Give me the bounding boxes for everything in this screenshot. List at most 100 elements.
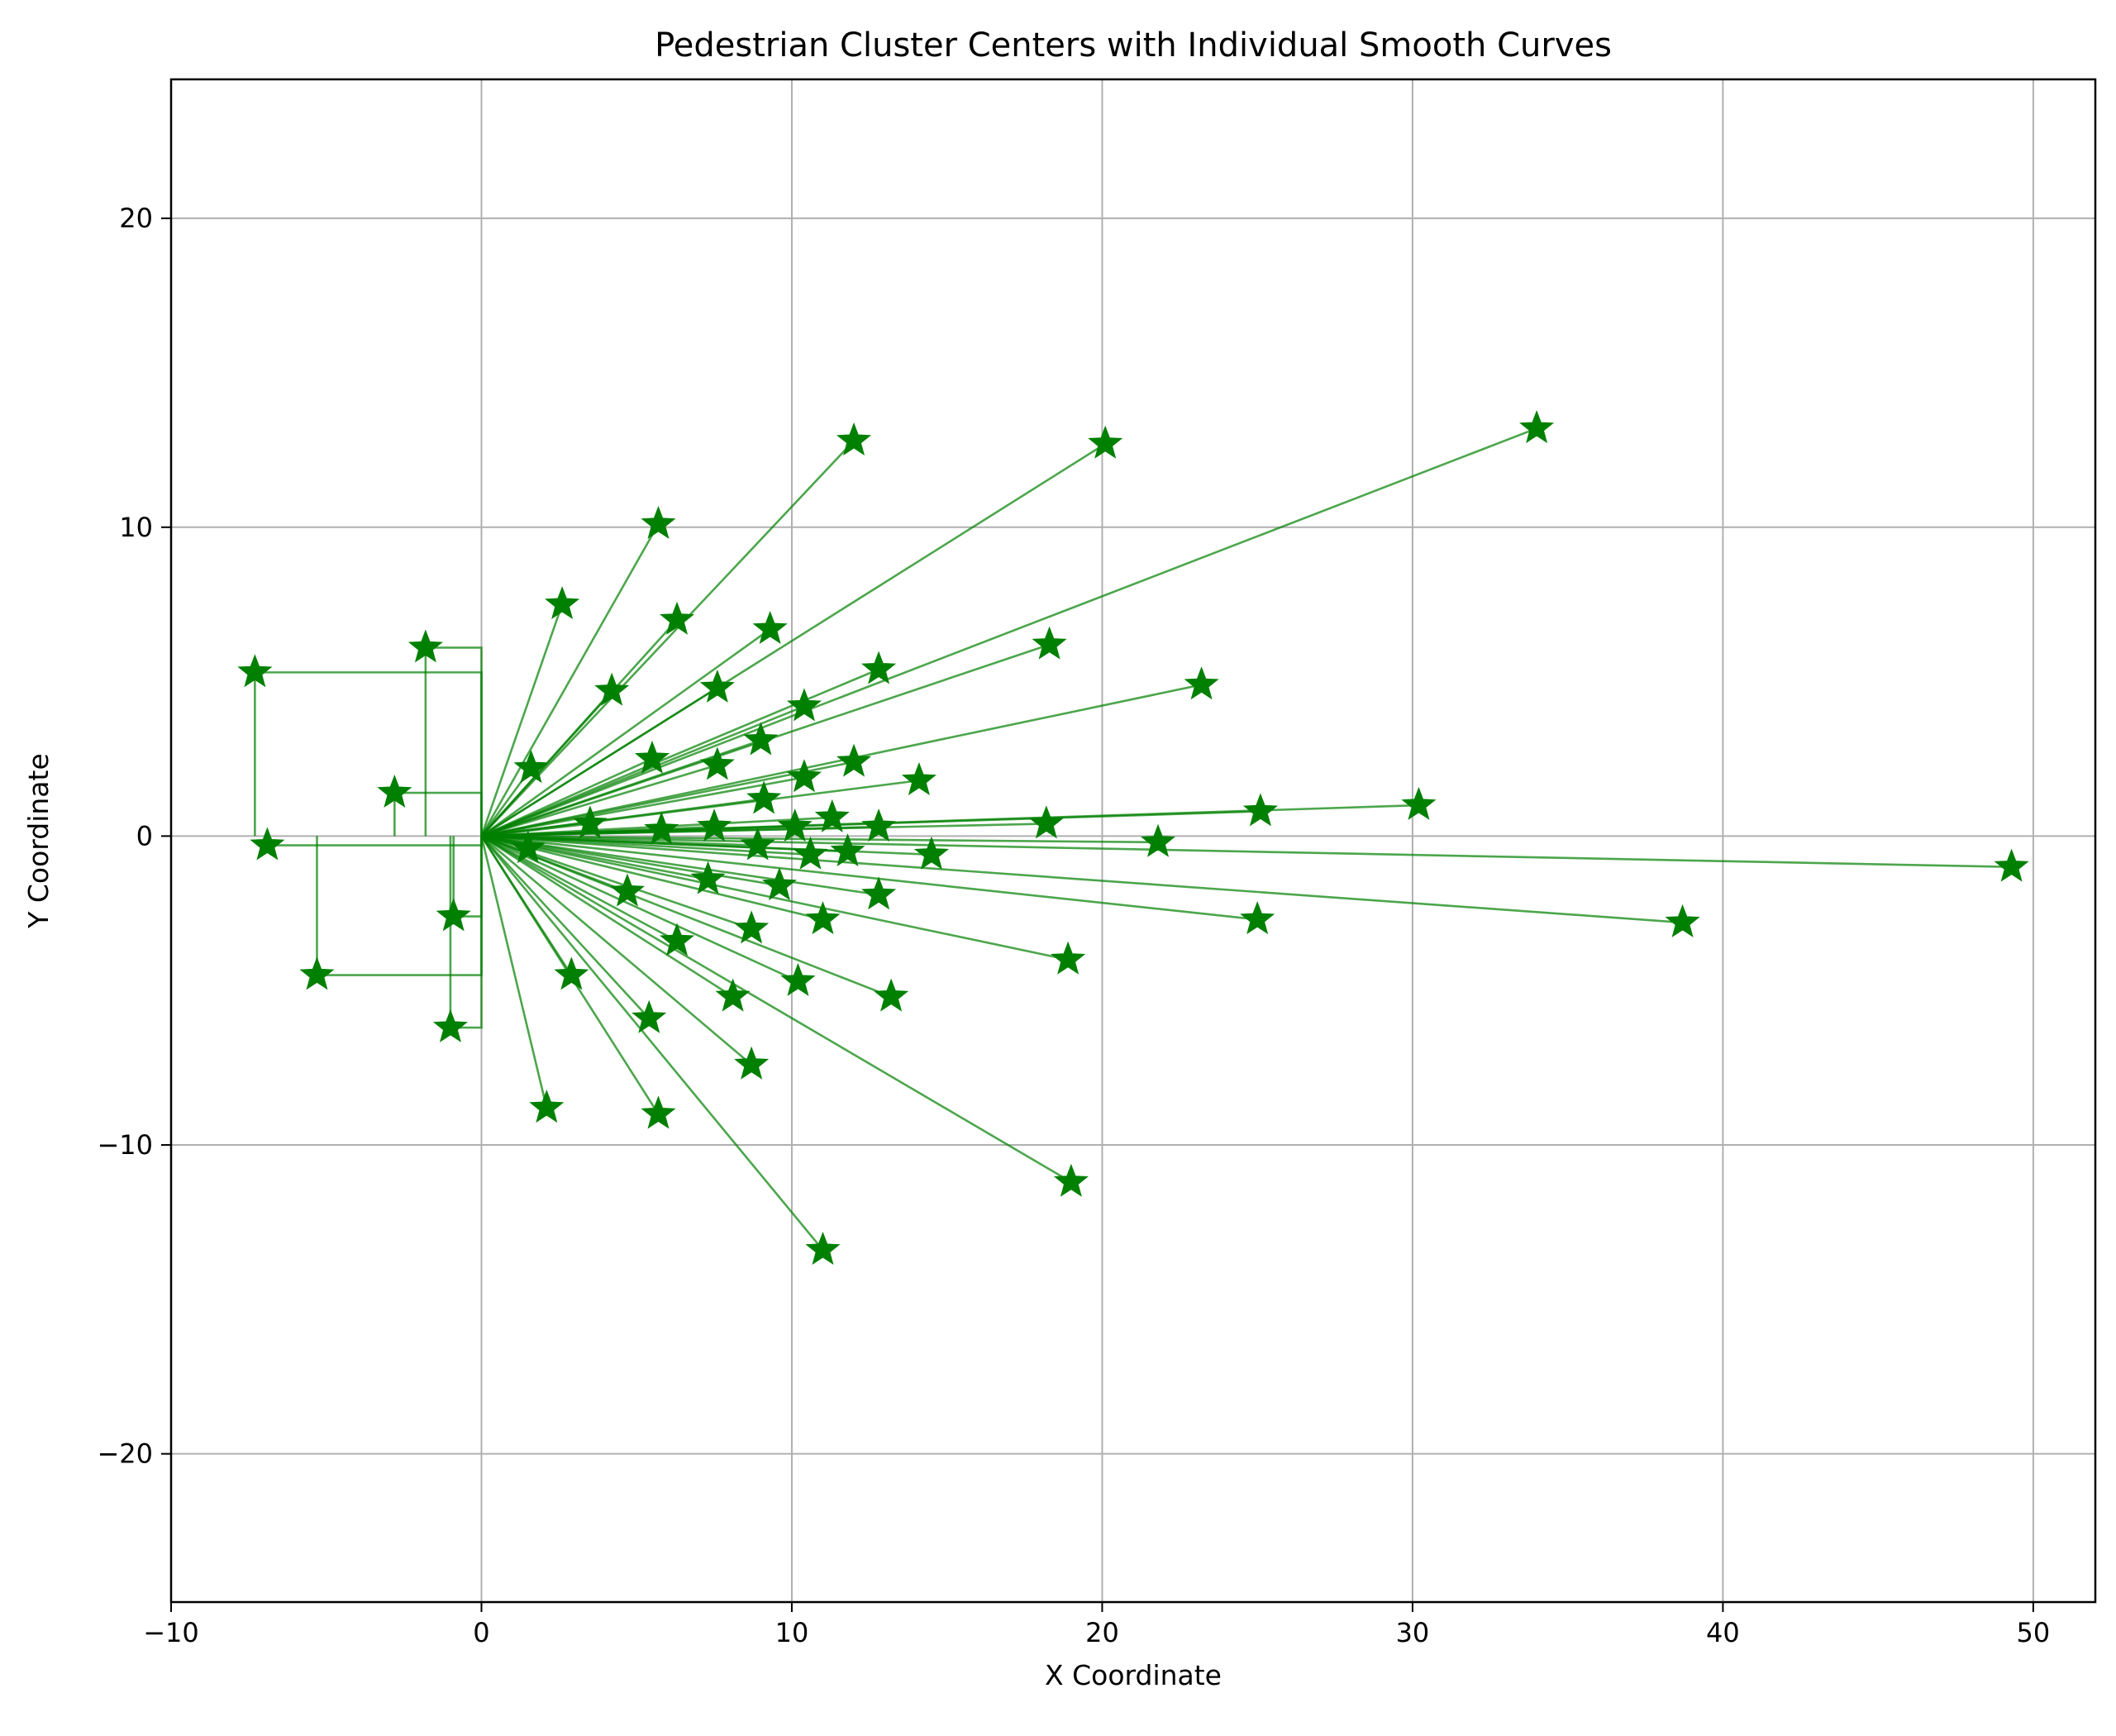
cluster-center-star xyxy=(572,805,608,839)
cluster-center-star xyxy=(609,873,645,907)
cluster-center-star xyxy=(699,669,735,703)
cluster-center-star xyxy=(690,861,726,894)
cluster-center-star xyxy=(777,808,813,842)
cluster-center-star xyxy=(752,610,788,644)
cluster-center-star xyxy=(545,586,580,620)
curve-line xyxy=(481,684,1202,837)
cluster-center-star xyxy=(634,740,670,774)
cluster-center-star xyxy=(786,759,822,793)
cluster-center-star xyxy=(699,746,735,780)
cluster-center-star xyxy=(861,808,897,842)
cluster-center-star xyxy=(734,910,770,944)
curve-line xyxy=(481,835,1069,961)
cluster-center-star xyxy=(861,651,897,684)
cluster-center-star xyxy=(641,1095,676,1129)
x-tick-label: 10 xyxy=(775,1617,809,1648)
cluster-center-star xyxy=(1051,941,1086,975)
x-tick-label: 40 xyxy=(1706,1617,1740,1648)
cluster-center-star xyxy=(874,978,909,1012)
curve-line xyxy=(480,835,752,1066)
curve-line xyxy=(481,835,1683,924)
curve-line xyxy=(480,523,660,837)
cluster-center-star xyxy=(594,672,630,706)
cluster-center-star xyxy=(644,811,679,845)
chart-title: Pedestrian Cluster Centers with Individu… xyxy=(655,26,1612,64)
curve-line xyxy=(480,686,718,837)
x-tick-label: −10 xyxy=(143,1617,199,1648)
cluster-center-star xyxy=(1994,848,2029,882)
curve-line xyxy=(480,440,855,837)
x-axis-label: X Coordinate xyxy=(1045,1659,1222,1691)
curve-line xyxy=(393,791,483,837)
y-tick-label: 0 xyxy=(136,820,153,851)
curve-line xyxy=(449,836,483,1029)
cluster-center-star xyxy=(836,743,872,777)
cluster-center-star xyxy=(660,601,695,635)
plot-frame xyxy=(169,78,2097,1604)
cluster-center-star xyxy=(250,827,285,861)
curve-line xyxy=(481,835,2012,869)
cluster-center-star xyxy=(513,750,549,784)
curve-line xyxy=(480,668,879,837)
curve-line xyxy=(480,835,799,983)
cluster-center-star xyxy=(805,1231,841,1265)
x-tick-label: 20 xyxy=(1085,1617,1119,1648)
curve-line xyxy=(480,603,564,837)
cluster-center-star xyxy=(780,962,816,996)
cluster-center-star xyxy=(1665,904,1700,937)
curve-line xyxy=(480,835,651,1019)
curve-line xyxy=(481,835,823,921)
x-tick-label: 30 xyxy=(1396,1617,1430,1648)
cluster-center-star xyxy=(554,956,589,990)
curve-line xyxy=(480,757,653,837)
x-tick-label: 0 xyxy=(473,1617,489,1648)
cluster-center-star xyxy=(1401,786,1437,820)
cluster-center-star xyxy=(697,808,732,842)
curve-line xyxy=(481,835,1159,844)
curve-line xyxy=(481,835,892,998)
curve-line xyxy=(480,835,734,998)
cluster-center-star xyxy=(793,836,828,870)
y-tick-label: 10 xyxy=(119,512,153,543)
y-axis-label: Y Coordinate xyxy=(22,753,55,929)
curve-line xyxy=(480,835,678,942)
cluster-center-star xyxy=(761,867,797,901)
y-tick-label: −20 xyxy=(97,1438,153,1470)
curve-line xyxy=(481,835,879,896)
cluster-center-star xyxy=(1242,793,1278,827)
cluster-center-star xyxy=(1028,805,1064,839)
cluster-center-star xyxy=(510,830,546,864)
cluster-center-star xyxy=(1088,425,1123,459)
cluster-center-star xyxy=(740,827,775,861)
curve-line xyxy=(481,764,718,837)
curve-line xyxy=(480,628,771,837)
cluster-center-star xyxy=(299,956,335,990)
cluster-center-star xyxy=(743,722,779,756)
cluster-center-star xyxy=(861,876,897,910)
y-tick-label: 20 xyxy=(119,203,153,234)
cluster-center-star xyxy=(715,978,751,1012)
curve-line xyxy=(481,835,1258,921)
cluster-center-star xyxy=(805,901,841,935)
curve-line xyxy=(480,835,1072,1183)
x-tick-label: 50 xyxy=(2017,1617,2051,1648)
cluster-center-star xyxy=(1184,666,1219,700)
y-tick-label: −10 xyxy=(97,1129,153,1161)
cluster-center-star xyxy=(814,799,850,832)
cluster-center-star xyxy=(377,774,412,808)
cluster-center-star xyxy=(734,1046,770,1080)
cluster-markers xyxy=(237,410,2029,1265)
curve-line xyxy=(480,836,548,1109)
axis-ticks: −10 0 10 20 30 40 50 −20 −10 0 10 20 xyxy=(97,203,2050,1648)
cluster-center-star xyxy=(641,505,676,539)
cluster-center-star xyxy=(237,654,273,688)
cluster-center-star xyxy=(1519,410,1555,444)
cluster-center-star xyxy=(1032,626,1067,660)
cluster-center-star xyxy=(529,1090,565,1123)
curve-line xyxy=(480,835,824,1251)
cluster-center-star xyxy=(1053,1163,1089,1197)
cluster-center-star xyxy=(901,762,936,796)
cluster-center-star xyxy=(836,422,872,456)
